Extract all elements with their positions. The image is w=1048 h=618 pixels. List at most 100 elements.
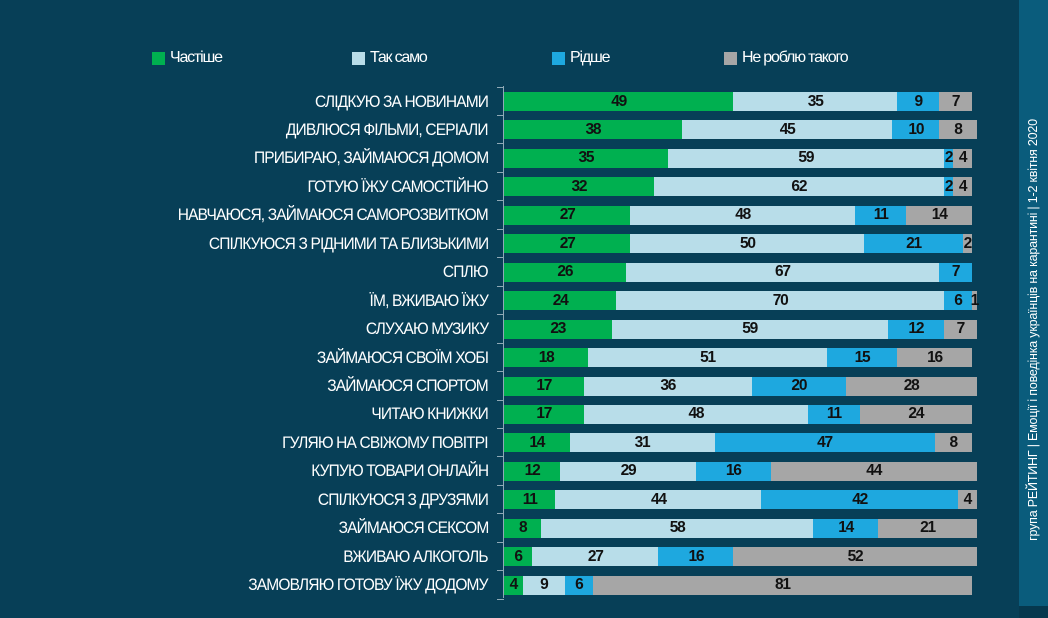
bar-segment-same: 27 [532, 547, 659, 567]
data-label: 27 [587, 547, 604, 565]
category-label: ГОТУЮ ЇЖУ САМОСТІЙНО [307, 177, 489, 196]
bar-segment-more: 38 [504, 120, 682, 140]
data-label: 2 [963, 234, 973, 252]
y-axis-tick [497, 115, 504, 116]
bar-segment-more: 32 [504, 177, 654, 197]
y-axis-tick [497, 229, 504, 230]
bar-segment-more: 12 [504, 461, 561, 481]
bar-segment-same: 59 [667, 148, 944, 168]
bar-segment-more: 17 [504, 404, 584, 424]
data-label: 9 [914, 92, 923, 110]
data-label: 16 [688, 547, 704, 565]
category-label: ЗАМОВЛЯЮ ГОТОВУ ЇЖУ ДОДОМУ [248, 576, 489, 595]
bar-segment-same: 59 [611, 319, 888, 339]
legend-label-more: Частіше [170, 49, 223, 66]
data-label: 23 [550, 320, 566, 338]
data-label: 2 [944, 149, 954, 167]
y-axis-tick [497, 400, 504, 401]
data-label: 62 [791, 177, 807, 195]
category-label: СПІЛКУЮСЯ З РІДНИМИ ТА БЛИЗЬКИМИ [208, 234, 488, 253]
bar-segment-same: 44 [555, 490, 762, 510]
bar-segment-less: 20 [752, 376, 846, 396]
bar-segment-more: 27 [504, 234, 631, 254]
bar-segment-same: 9 [522, 575, 565, 595]
legend-swatch-less [552, 51, 565, 65]
y-axis-tick [497, 286, 504, 287]
data-label: 52 [847, 547, 864, 565]
legend-item-more: Частіше [152, 48, 223, 68]
data-label: 44 [651, 490, 667, 508]
bar-segment-more: 8 [504, 518, 542, 538]
data-label: 4 [509, 576, 519, 594]
data-label: 20 [791, 377, 807, 394]
bar-segment-less: 2 [943, 148, 954, 168]
bar-segment-more: 24 [504, 291, 617, 311]
legend-item-less: Рідше [552, 48, 611, 68]
bar-segment-more: 27 [504, 205, 631, 225]
data-label: 42 [852, 490, 868, 508]
bar-segment-same: 67 [625, 262, 940, 282]
bar-segment-more: 6 [504, 547, 533, 567]
bar-segment-less: 7 [939, 262, 972, 282]
data-label: 11 [873, 206, 889, 224]
data-label: 12 [524, 462, 541, 480]
y-axis-tick [497, 343, 504, 344]
bar-segment-more: 4 [504, 575, 523, 595]
bar-segment-same: 48 [630, 205, 855, 225]
bar-segment-less: 16 [695, 461, 771, 481]
data-label: 58 [669, 519, 686, 537]
bar-segment-same: 51 [588, 348, 827, 368]
data-label: 7 [956, 320, 966, 338]
data-label: 9 [540, 576, 549, 594]
category-label: ВЖИВАЮ АЛКОГОЛЬ [343, 547, 488, 566]
bar-segment-none: 16 [897, 348, 972, 368]
bar-segment-same: 29 [560, 461, 696, 481]
bar-segment-less: 6 [943, 291, 972, 311]
category-label: НАВЧАЮСЯ, ЗАЙМАЮСЯ САМОРОЗВИТКОМ [177, 206, 489, 225]
data-label: 38 [585, 120, 601, 138]
data-label: 12 [908, 320, 924, 338]
bar-segment-more: 26 [504, 262, 626, 282]
data-label: 4 [958, 149, 968, 167]
data-label: 4 [958, 177, 968, 195]
legend-swatch-none [724, 51, 737, 65]
data-label: 6 [514, 547, 523, 565]
bar-segment-less: 10 [892, 120, 940, 140]
data-label: 8 [519, 519, 528, 537]
legend-item-same: Так само [352, 48, 428, 68]
y-axis-tick [497, 456, 504, 457]
data-label: 14 [931, 206, 948, 224]
y-axis-tick [497, 485, 504, 486]
bar-segment-none: 81 [592, 575, 972, 595]
bar-segment-more: 23 [504, 319, 612, 339]
category-label: СЛІДКУЮ ЗА НОВИНАМИ [314, 92, 489, 111]
bar-segment-none: 1 [971, 291, 979, 311]
y-axis-tick [497, 314, 504, 315]
data-label: 32 [571, 177, 587, 195]
bar-segment-none: 52 [733, 547, 977, 567]
bar-segment-less: 16 [658, 547, 734, 567]
bar-segment-less: 42 [761, 490, 958, 510]
data-label: 50 [739, 234, 756, 252]
bar-segment-none: 21 [878, 518, 977, 538]
bar-segment-none: 8 [939, 120, 977, 140]
y-axis-tick [497, 371, 504, 372]
bar-segment-less: 12 [887, 319, 944, 339]
category-label: ЗАЙМАЮСЯ СПОРТОМ [327, 377, 488, 395]
y-axis-tick [497, 599, 504, 600]
data-label: 15 [854, 348, 871, 366]
data-label: 6 [954, 291, 963, 309]
bar-segment-none: 7 [939, 92, 972, 111]
data-label: 16 [927, 348, 943, 366]
data-label: 18 [538, 348, 555, 366]
y-axis-tick [497, 428, 504, 429]
side-caption-strip-shadow [1019, 606, 1048, 618]
bar-segment-same: 31 [569, 433, 715, 453]
bar-segment-none: 28 [845, 376, 977, 396]
bar-segment-none: 24 [859, 404, 972, 424]
data-label: 8 [949, 433, 959, 451]
data-label: 48 [735, 206, 751, 224]
category-label: СЛУХАЮ МУЗИКУ [365, 320, 489, 339]
bar-segment-none: 7 [943, 319, 977, 339]
